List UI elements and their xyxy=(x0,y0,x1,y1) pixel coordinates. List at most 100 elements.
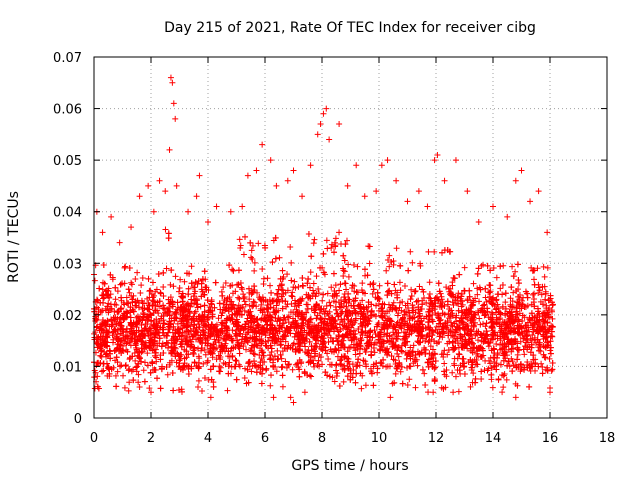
data-point xyxy=(379,346,386,353)
data-point xyxy=(419,301,426,308)
data-point xyxy=(279,297,286,304)
data-point xyxy=(132,276,139,283)
data-point xyxy=(440,351,447,358)
data-point xyxy=(336,287,343,294)
data-point xyxy=(111,301,118,308)
data-point xyxy=(393,245,400,252)
data-point xyxy=(307,284,314,291)
data-point xyxy=(320,250,327,257)
data-point xyxy=(327,302,334,309)
data-point xyxy=(509,263,516,270)
data-point xyxy=(188,263,195,270)
data-point xyxy=(410,304,417,311)
data-point xyxy=(128,281,135,288)
data-point xyxy=(478,368,485,375)
data-point xyxy=(431,248,438,255)
data-point xyxy=(302,343,309,350)
data-point xyxy=(241,365,248,372)
data-point xyxy=(407,296,414,303)
data-point xyxy=(352,379,359,386)
data-point xyxy=(396,279,403,286)
data-point xyxy=(272,255,279,262)
data-point xyxy=(273,302,280,309)
data-point xyxy=(535,284,542,291)
data-point xyxy=(219,309,226,316)
data-point xyxy=(503,376,510,383)
data-point xyxy=(386,252,393,259)
data-point xyxy=(350,262,357,269)
data-point xyxy=(307,315,314,322)
data-point xyxy=(139,275,146,282)
data-point xyxy=(268,345,275,352)
data-point xyxy=(328,245,335,252)
data-point xyxy=(125,387,132,394)
data-point xyxy=(260,275,267,282)
data-point xyxy=(546,355,553,362)
data-point xyxy=(448,319,455,326)
data-point xyxy=(113,383,120,390)
data-point xyxy=(426,350,433,357)
data-point xyxy=(332,235,339,242)
data-point xyxy=(390,299,397,306)
data-point xyxy=(160,302,167,309)
data-point xyxy=(94,373,101,380)
data-point xyxy=(334,370,341,377)
data-point xyxy=(114,288,121,295)
data-point xyxy=(296,373,303,380)
data-point xyxy=(344,348,351,355)
data-point xyxy=(145,275,152,282)
data-point xyxy=(406,376,413,383)
data-point xyxy=(361,266,368,273)
data-point xyxy=(279,383,286,390)
data-point xyxy=(449,369,456,376)
data-point xyxy=(217,364,224,371)
data-point xyxy=(96,285,103,292)
data-point xyxy=(140,367,147,374)
data-point xyxy=(475,337,482,344)
data-point xyxy=(305,230,312,237)
data-point xyxy=(345,273,352,280)
data-point xyxy=(384,280,391,287)
data-point xyxy=(530,299,537,306)
data-point xyxy=(451,362,458,369)
data-point xyxy=(467,383,474,390)
data-point xyxy=(125,286,132,293)
data-point xyxy=(394,289,401,296)
data-point xyxy=(506,363,513,370)
data-point xyxy=(495,376,502,383)
data-point xyxy=(170,387,177,394)
data-point xyxy=(251,267,258,274)
data-point xyxy=(269,259,276,266)
data-point xyxy=(191,310,198,317)
data-point xyxy=(241,375,248,382)
data-point xyxy=(366,260,373,267)
data-point xyxy=(324,245,331,252)
data-point xyxy=(419,335,426,342)
data-point xyxy=(474,270,481,277)
data-point xyxy=(289,366,296,373)
data-point xyxy=(358,385,365,392)
data-point xyxy=(366,243,373,250)
data-point xyxy=(512,268,519,275)
data-point xyxy=(391,281,398,288)
data-point xyxy=(119,280,126,287)
data-point xyxy=(514,346,521,353)
data-point xyxy=(93,317,100,324)
data-point xyxy=(160,284,167,291)
data-point xyxy=(226,262,233,269)
data-point xyxy=(517,338,524,345)
data-point xyxy=(446,315,453,322)
data-point xyxy=(509,298,516,305)
data-point xyxy=(329,374,336,381)
data-point xyxy=(549,360,556,367)
data-point xyxy=(423,299,430,306)
data-point xyxy=(156,303,163,310)
data-point xyxy=(414,362,421,369)
data-point xyxy=(112,372,119,379)
data-point xyxy=(229,266,236,273)
data-point xyxy=(98,368,105,375)
data-point xyxy=(140,310,147,317)
data-point xyxy=(248,247,255,254)
data-point xyxy=(347,318,354,325)
data-point xyxy=(285,313,292,320)
